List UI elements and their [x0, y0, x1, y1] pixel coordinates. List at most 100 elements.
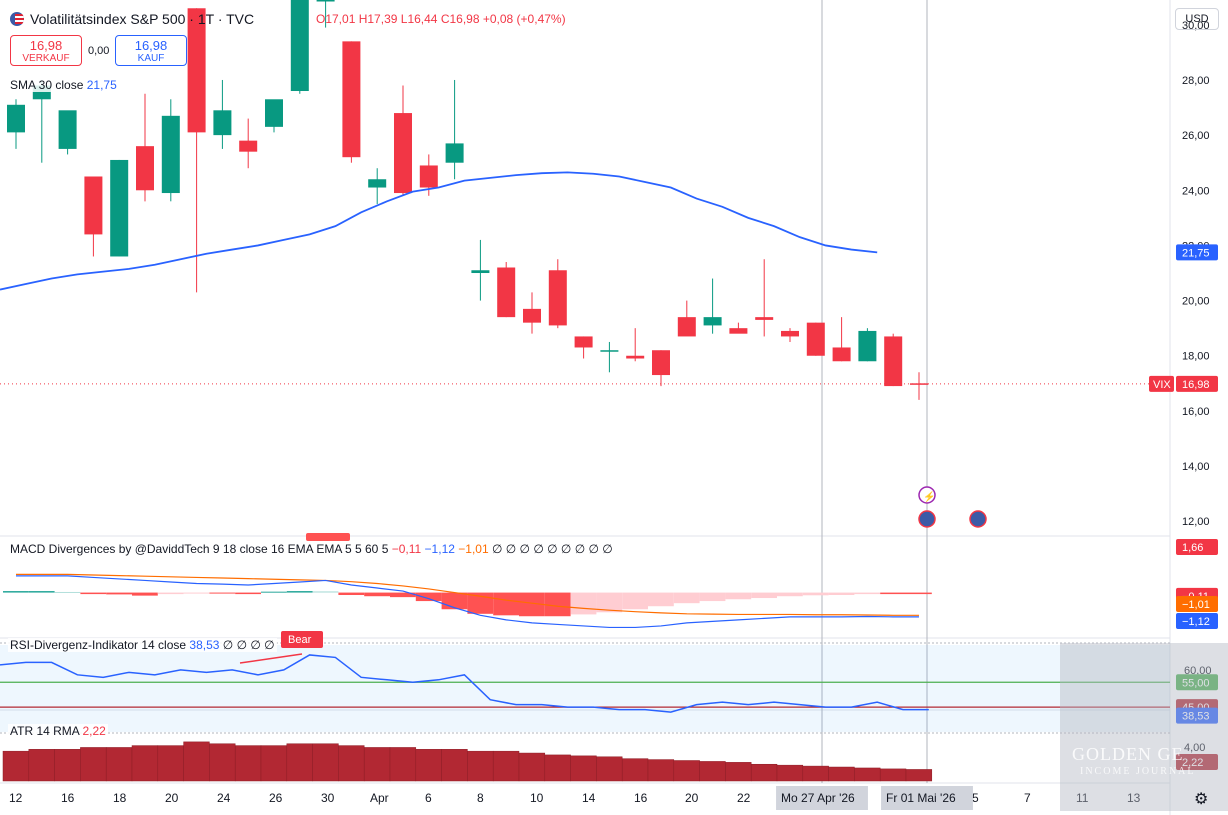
macd-hist-bar: [519, 592, 545, 617]
atr-bar: [596, 756, 623, 782]
macd-signal-line: [16, 573, 919, 616]
atr-bar: [105, 747, 133, 782]
us-flag-icon: [10, 12, 24, 26]
macd-legend[interactable]: MACD Divergences by @DaviddTech 9 18 clo…: [8, 542, 615, 556]
high-value: H17,39: [358, 12, 398, 26]
macd-hist-bar: [286, 591, 313, 593]
atr-bar: [28, 749, 55, 782]
atr-bar: [879, 768, 907, 782]
macd-line: [16, 575, 919, 629]
macd-tail: ∅ ∅ ∅ ∅ ∅ ∅ ∅ ∅ ∅: [491, 542, 613, 556]
macd-hist-bar: [157, 592, 184, 595]
rsi-axis-label: 60,00: [1184, 665, 1212, 677]
rsi-axis-label: 38,53: [1182, 711, 1210, 723]
sell-label: VERKAUF: [22, 53, 70, 64]
sell-price: 16,98: [29, 38, 63, 53]
us-flag-event-icon: [918, 510, 936, 528]
rsi-divergence-line: [239, 653, 303, 664]
atr-legend[interactable]: ATR 14 RMA 2,22: [8, 724, 108, 738]
atr-bar: [647, 759, 675, 782]
low-value: L16,44: [400, 12, 438, 26]
time-tick-label: 10: [530, 791, 544, 805]
atr-bar: [209, 743, 236, 782]
macd-hist-value: −0,11: [391, 542, 422, 556]
atr-bar: [828, 766, 855, 782]
atr-bar: [570, 755, 597, 782]
sma-label: SMA 30 close: [10, 78, 84, 92]
macd-axis-label: 1,66: [1182, 542, 1203, 554]
rsi-value: 38,53: [189, 638, 220, 652]
candle-body: [84, 176, 103, 235]
cursor-date-bg: [776, 786, 868, 810]
sell-button[interactable]: 16,98 VERKAUF: [10, 35, 82, 66]
candle-body: [884, 336, 903, 387]
candle-body: [265, 99, 283, 127]
time-tick-label: 16: [61, 791, 75, 805]
atr-bar: [54, 749, 81, 782]
last-price-tag: 16,98: [1182, 379, 1210, 391]
macd-hist-bar: [648, 592, 674, 607]
symbol-title[interactable]: Volatilitätsindex S&P 500 · 1T · TVC: [30, 11, 255, 27]
last-price-tag-bg: [1176, 375, 1218, 392]
candle-body: [239, 140, 258, 152]
candle-body: [806, 322, 825, 356]
macd-line-value: −1,12: [424, 542, 455, 556]
macd-hist-bar: [312, 591, 339, 593]
macd-hist-bar: [880, 592, 906, 595]
candle-body: [832, 347, 851, 362]
atr-bar: [725, 762, 752, 782]
candle-body: [316, 0, 335, 2]
macd-hist-bar: [544, 592, 571, 617]
buy-button[interactable]: 16,98 KAUF: [115, 35, 187, 66]
candle-body: [445, 143, 464, 163]
macd-hist-bar: [570, 592, 597, 615]
sma-legend[interactable]: SMA 30 close 21,75: [8, 78, 119, 92]
time-tick-label: 26: [269, 791, 283, 805]
macd-hist-bar: [415, 592, 442, 602]
us-flag-event-icon: [969, 510, 987, 528]
candle-body: [161, 115, 180, 194]
rsi-line: [0, 654, 929, 713]
macd-label: MACD Divergences by @DaviddTech 9 18 clo…: [10, 542, 389, 556]
atr-bar: [286, 743, 313, 782]
macd-hist-bar: [777, 592, 803, 597]
time-tick-label: 20: [685, 791, 699, 805]
macd-hist-bar: [802, 592, 829, 596]
candle-body: [729, 328, 748, 334]
price-tick-label: 30,00: [1182, 20, 1210, 32]
candle-body: [419, 165, 438, 188]
atr-bar: [2, 750, 30, 782]
vix-tag-bg: [1149, 375, 1174, 392]
vix-tag: VIX: [1153, 379, 1171, 391]
candle-body: [187, 8, 206, 133]
rsi-tail: ∅ ∅ ∅ ∅: [222, 638, 275, 652]
time-tick-label: 7: [1024, 791, 1031, 805]
atr-bar: [338, 745, 365, 782]
macd-hist-bar: [673, 592, 700, 604]
candle-body: [910, 383, 928, 385]
atr-bar: [621, 758, 649, 782]
macd-hist-bar: [622, 592, 648, 610]
time-tick-label: 24: [217, 791, 231, 805]
candle-body: [110, 159, 129, 257]
atr-bar: [673, 760, 700, 782]
macd-axis-label-bg: [1176, 539, 1218, 555]
macd-hist-bar: [261, 591, 287, 593]
currency-button[interactable]: USD: [1175, 8, 1219, 30]
gear-icon[interactable]: ⚙: [1194, 791, 1209, 808]
candle-body: [368, 179, 387, 188]
macd-signal-value: −1,01: [458, 542, 489, 556]
buy-price: 16,98: [134, 38, 168, 53]
macd-hist-bar: [493, 592, 519, 616]
rsi-legend[interactable]: RSI-Divergenz-Indikator 14 close 38,53 ∅…: [8, 638, 277, 652]
atr-bar: [492, 750, 520, 782]
macd-hist-bar: [596, 592, 623, 613]
time-tick-label: 18: [113, 791, 127, 805]
atr-bar: [905, 769, 933, 782]
macd-hist-bar: [28, 591, 55, 593]
candle-body: [342, 41, 361, 158]
price-tick-label: 16,00: [1182, 406, 1210, 418]
watermark-subtext: INCOME JOURNAL: [1080, 766, 1196, 777]
close-value: C16,98: [440, 12, 480, 26]
